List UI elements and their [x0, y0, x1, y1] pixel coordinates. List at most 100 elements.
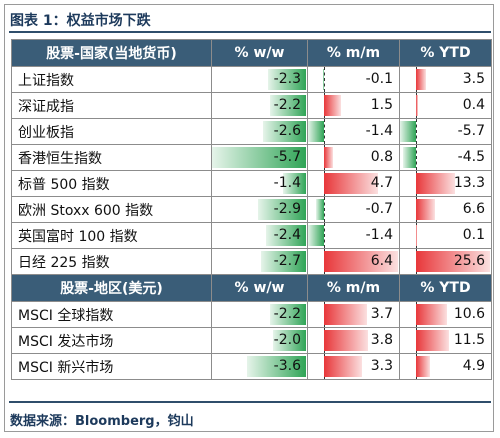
data-bar	[261, 251, 306, 272]
figure-frame	[4, 4, 494, 432]
value-label: 3.7	[370, 306, 393, 322]
value-cell-ww: -2.2	[211, 301, 308, 328]
index-name: 日经 225 指数	[11, 248, 212, 275]
table-row: MSCI 发达市场 -2.0 3.8 11.5	[11, 327, 492, 354]
value-label: -2.9	[273, 201, 301, 217]
table-row: MSCI 全球指数 -2.2 3.7 10.6	[11, 301, 492, 328]
value-label: -2.6	[273, 123, 301, 139]
value-label: -4.5	[457, 149, 485, 165]
table-row: 深证成指 -2.2 1.5 0.4	[11, 92, 492, 119]
value-label: -5.7	[273, 149, 301, 165]
value-cell-ww: -3.6	[211, 353, 308, 380]
data-bar	[324, 173, 379, 194]
value-cell-ytd: 6.6	[399, 196, 492, 223]
data-bar	[324, 304, 367, 325]
value-cell-ytd: 0.1	[399, 222, 492, 249]
index-name: MSCI 全球指数	[11, 301, 212, 328]
data-bar	[323, 69, 325, 90]
zero-axis	[324, 197, 326, 222]
table-row: 英国富时 100 指数 -2.4 -1.4 0.1	[11, 222, 492, 249]
index-name: 英国富时 100 指数	[11, 222, 212, 249]
data-bar	[324, 251, 398, 272]
value-label: -2.0	[273, 332, 301, 348]
data-bar	[416, 173, 455, 194]
column-header: % YTD	[399, 274, 492, 302]
source-divider	[9, 401, 491, 403]
value-cell-ww: -2.6	[211, 118, 308, 145]
value-label: -5.7	[457, 123, 485, 139]
value-cell-ytd: -5.7	[399, 118, 492, 145]
zero-axis	[416, 145, 418, 170]
index-name: 标普 500 指数	[11, 170, 212, 197]
value-cell-mm: 3.8	[307, 327, 400, 354]
value-label: 10.6	[453, 306, 485, 322]
data-bar	[324, 330, 368, 351]
value-cell-mm: 3.7	[307, 301, 400, 328]
zero-axis	[324, 119, 326, 144]
value-label: 0.1	[462, 227, 485, 243]
value-cell-ytd: 25.6	[399, 248, 492, 275]
value-cell-ww: -2.2	[211, 92, 308, 119]
value-label: 4.7	[370, 175, 393, 191]
data-bar	[258, 199, 306, 220]
value-label: -2.7	[273, 253, 301, 269]
zero-axis	[324, 223, 326, 248]
value-label: 1.5	[370, 97, 393, 113]
value-label: 6.4	[370, 253, 393, 269]
market-returns-table: 股票-国家(当地货币)% w/w% m/m% YTD 上证指数 -2.3 -0.1 3.…	[11, 39, 492, 380]
value-cell-mm: 6.4	[307, 248, 400, 275]
data-bar	[308, 225, 325, 246]
figure-title: 图表 1：权益市场下跌	[10, 13, 151, 29]
value-label: 11.5	[453, 332, 485, 348]
data-bar	[308, 121, 325, 142]
value-label: -2.2	[273, 97, 301, 113]
index-name: 欧洲 Stoxx 600 指数	[11, 196, 212, 223]
value-cell-mm: -0.7	[307, 196, 400, 223]
value-cell-mm: -0.1	[307, 66, 400, 93]
index-name: 创业板指	[11, 118, 212, 145]
zero-axis	[416, 119, 418, 144]
table-row: 日经 225 指数 -2.7 6.4 25.6	[11, 248, 492, 275]
value-cell-mm: -1.4	[307, 222, 400, 249]
value-label: 3.5	[462, 71, 485, 87]
value-cell-ww: -2.3	[211, 66, 308, 93]
value-label: 3.8	[370, 332, 393, 348]
zero-axis	[324, 67, 326, 92]
index-name: 深证成指	[11, 92, 212, 119]
zero-axis	[416, 223, 418, 248]
column-header: % YTD	[399, 39, 492, 67]
value-cell-ytd: -4.5	[399, 144, 492, 171]
value-label: -0.7	[365, 201, 393, 217]
value-cell-mm: 3.3	[307, 353, 400, 380]
value-label: 6.6	[462, 201, 485, 217]
value-cell-ww: -2.4	[211, 222, 308, 249]
value-cell-mm: 1.5	[307, 92, 400, 119]
value-label: 13.3	[453, 175, 485, 191]
value-cell-ww: -2.7	[211, 248, 308, 275]
value-cell-ww: -2.0	[211, 327, 308, 354]
data-source: 数据来源：Bloomberg，钧山	[10, 414, 194, 429]
data-bar	[266, 225, 306, 246]
value-label: -1.4	[273, 175, 301, 191]
data-bar	[316, 199, 325, 220]
index-name: 上证指数	[11, 66, 212, 93]
column-header: % w/w	[211, 274, 308, 302]
data-bar	[403, 147, 417, 168]
value-cell-ww: -1.4	[211, 170, 308, 197]
value-cell-ytd: 10.6	[399, 301, 492, 328]
section-header: 股票-地区(美元)	[11, 274, 212, 302]
value-cell-ytd: 11.5	[399, 327, 492, 354]
column-header: % w/w	[211, 39, 308, 67]
data-bar	[324, 95, 342, 116]
data-bar	[269, 304, 306, 325]
table-row: 香港恒生指数 -5.7 0.8 -4.5	[11, 144, 492, 171]
value-cell-mm: 4.7	[307, 170, 400, 197]
value-cell-ww: -2.9	[211, 196, 308, 223]
value-cell-mm: -1.4	[307, 118, 400, 145]
data-bar	[269, 95, 306, 116]
column-header: % m/m	[307, 39, 400, 67]
value-label: 0.4	[462, 97, 485, 113]
table-row: 上证指数 -2.3 -0.1 3.5	[11, 66, 492, 93]
data-bar	[416, 95, 418, 116]
data-bar	[263, 121, 306, 142]
